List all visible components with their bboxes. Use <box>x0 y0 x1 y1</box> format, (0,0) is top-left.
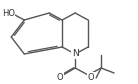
Text: HO: HO <box>2 8 15 17</box>
Text: O: O <box>57 72 63 81</box>
Text: O: O <box>88 72 94 81</box>
Text: N: N <box>72 49 79 58</box>
